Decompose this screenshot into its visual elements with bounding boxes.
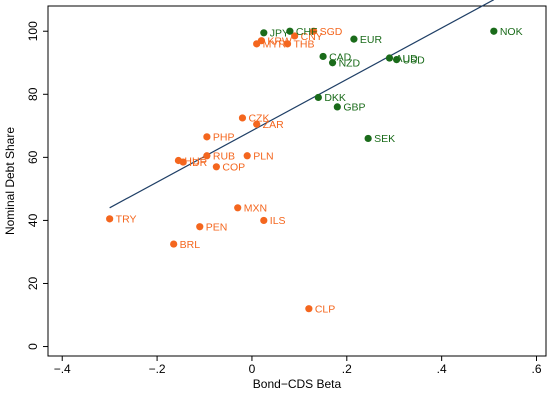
data-point-krw [257, 37, 266, 45]
data-point-chf [286, 27, 294, 35]
data-label-thb: THB [294, 39, 315, 51]
data-label-usd: USD [403, 54, 426, 66]
data-point-cop [212, 163, 220, 171]
data-point-rub [203, 152, 211, 160]
data-point-clp [305, 305, 313, 313]
data-label-try: TRY [116, 214, 137, 226]
x-tick-label: .2 [342, 362, 352, 376]
data-label-aud: AUD [395, 53, 418, 65]
data-label-pln: PLN [253, 151, 273, 163]
data-point-mxn [234, 204, 242, 212]
axes: −.4 −.2 0 .2 .4 .6 0 20 40 60 80 100 [26, 5, 547, 376]
data-label-brl: BRL [180, 239, 201, 251]
data-point-try [106, 215, 114, 223]
data-label-rub: RUB [213, 151, 235, 163]
data-label-nok: NOK [500, 26, 523, 38]
data-label-gbp: GBP [343, 102, 365, 114]
data-label-idr: IDR [189, 157, 208, 169]
y-axis-label: Nominal Debt Share [3, 127, 17, 235]
x-tick-label: −.4 [54, 362, 71, 376]
x-tick-label: .4 [437, 362, 447, 376]
data-label-sgd: SGD [320, 26, 343, 38]
data-point-gbp [333, 103, 341, 111]
y-tick-label: 0 [26, 343, 40, 350]
data-label-pen: PEN [206, 222, 228, 234]
data-label-mxn: MXN [244, 203, 267, 215]
data-label-dkk: DKK [324, 92, 346, 104]
data-label-cny: CNY [301, 31, 323, 43]
data-point-aud [385, 54, 394, 62]
x-tick-label: −.2 [149, 362, 166, 376]
fit-line [109, 0, 495, 209]
data-label-clp: CLP [315, 304, 335, 316]
y-tick-label: 60 [26, 150, 40, 164]
data-point-eur [350, 35, 358, 43]
data-label-ils: ILS [270, 215, 286, 227]
data-label-php: PHP [213, 132, 235, 144]
x-axis-label: Bond−CDS Beta [253, 377, 342, 391]
x-tick-label: 0 [249, 362, 256, 376]
data-point-pen [196, 223, 204, 231]
data-label-sek: SEK [374, 133, 395, 145]
data-label-cop: COP [222, 162, 245, 174]
fit-line-group [109, 0, 495, 209]
y-tick-label: 100 [26, 21, 40, 41]
data-label-huf: HUF [184, 155, 206, 167]
y-tick-label: 40 [26, 213, 40, 227]
plot-frame [47, 5, 547, 357]
data-point-nok [490, 27, 498, 35]
data-point-zar [253, 120, 261, 128]
data-point-jpy [260, 29, 268, 37]
data-label-nzd: NZD [339, 58, 361, 70]
x-tick-label: .6 [532, 362, 542, 376]
data-label-zar: ZAR [263, 119, 284, 131]
data-point-cny [291, 32, 299, 40]
data-label-myr: MYR [263, 39, 287, 51]
y-tick-label: 80 [26, 87, 40, 101]
data-point-dkk [314, 93, 322, 102]
data-point-brl [170, 240, 178, 248]
data-point-pln [243, 152, 251, 160]
data-point-nzd [328, 59, 337, 67]
data-label-czk: CZK [248, 113, 269, 125]
data-point-ils [260, 216, 268, 225]
data-point-php [203, 133, 211, 141]
data-label-chf: CHF [296, 26, 318, 38]
data-point-usd [393, 56, 401, 64]
data-point-thb [283, 40, 292, 48]
data-label-eur: EUR [360, 34, 383, 46]
data-point-idr [179, 158, 187, 166]
y-tick-label: 20 [26, 276, 40, 290]
data-point-sek [364, 134, 372, 143]
data-label-jpy: JPY [270, 28, 289, 40]
data-point-czk [238, 114, 247, 122]
data-point-sgd [310, 27, 318, 35]
data-point-cad [319, 52, 327, 61]
